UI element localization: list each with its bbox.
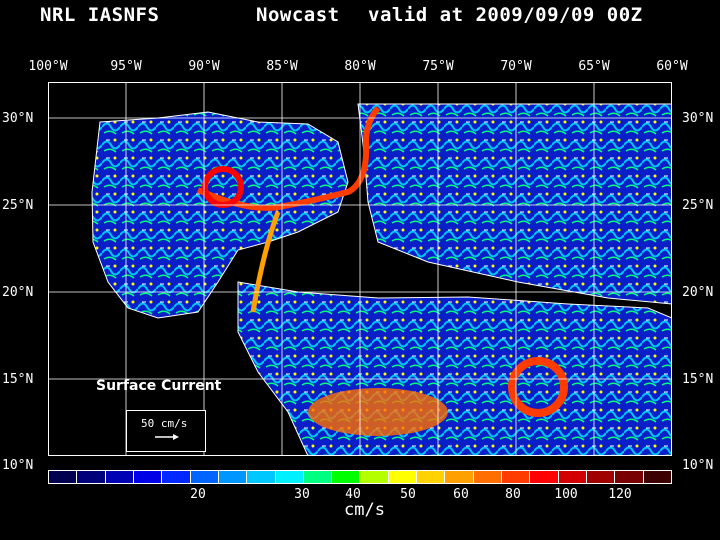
legend-swatch (558, 471, 587, 483)
legend-swatch (49, 471, 78, 483)
legend-swatch (190, 471, 219, 483)
legend-swatch (275, 471, 304, 483)
reference-vector-box: 50 cm/s (126, 410, 206, 452)
lon-label: 80°W (344, 59, 376, 74)
east-caribbean-eddy (508, 357, 568, 417)
legend-tick: 40 (345, 487, 361, 502)
legend-tick: 30 (294, 487, 310, 502)
caribbean-sea (237, 281, 672, 456)
legend-swatch (586, 471, 616, 483)
lat-label-left: 10°N (2, 458, 34, 473)
legend-tick: 80 (505, 487, 521, 502)
legend-swatch (445, 471, 474, 483)
lon-label: 95°W (110, 59, 142, 74)
legend-swatch (388, 471, 418, 483)
reference-vector-label: 50 cm/s (141, 417, 188, 430)
legend-swatch (643, 471, 671, 483)
lat-label-right: 25°N (682, 198, 714, 213)
legend-swatch (162, 471, 191, 483)
legend-tick: 120 (608, 487, 632, 502)
legend-tick: 20 (190, 487, 206, 502)
lat-label-left: 25°N (2, 198, 34, 213)
gulf-stream (196, 106, 381, 211)
title-valid-time: valid at 2009/09/09 00Z (368, 4, 643, 26)
legend-swatch (502, 471, 531, 483)
lon-label: 85°W (266, 59, 298, 74)
legend-swatch (615, 471, 644, 483)
lon-label: 70°W (500, 59, 532, 74)
lon-label: 100°W (28, 59, 68, 74)
current-speed-map (48, 82, 672, 456)
surface-current-label: Surface Current (96, 378, 222, 394)
reference-arrow-icon (155, 434, 179, 440)
legend-swatch (360, 471, 389, 483)
lat-label-right: 20°N (682, 285, 714, 300)
legend-swatch (303, 471, 333, 483)
legend-swatch (105, 471, 134, 483)
lon-label: 90°W (188, 59, 220, 74)
map-frame (48, 82, 672, 456)
lat-label-left: 15°N (2, 372, 34, 387)
legend-swatch (247, 471, 276, 483)
legend-tick: 60 (453, 487, 469, 502)
color-scale-bar (48, 470, 672, 484)
title-model: NRL IASNFS (40, 4, 160, 26)
title-product: Nowcast (256, 4, 340, 26)
legend-tick: 100 (554, 487, 578, 502)
lat-label-left: 30°N (2, 111, 34, 126)
caribbean-current (308, 388, 448, 436)
lat-label-right: 30°N (682, 111, 714, 126)
legend-swatch (473, 471, 502, 483)
legend-swatch (530, 471, 559, 483)
legend-swatch (332, 471, 361, 483)
lat-label-right: 15°N (682, 372, 714, 387)
lon-label: 60°W (656, 59, 688, 74)
legend-swatch (417, 471, 446, 483)
lat-label-right: 10°N (682, 458, 714, 473)
legend-unit: cm/s (344, 500, 385, 520)
lon-label: 75°W (422, 59, 454, 74)
lat-label-left: 20°N (2, 285, 34, 300)
loop-current (250, 211, 281, 313)
lon-label: 65°W (578, 59, 610, 74)
legend-swatch (77, 471, 106, 483)
legend-swatch (218, 471, 248, 483)
atlantic-ocean (357, 103, 672, 305)
legend-tick: 50 (400, 487, 416, 502)
legend-swatch (133, 471, 163, 483)
